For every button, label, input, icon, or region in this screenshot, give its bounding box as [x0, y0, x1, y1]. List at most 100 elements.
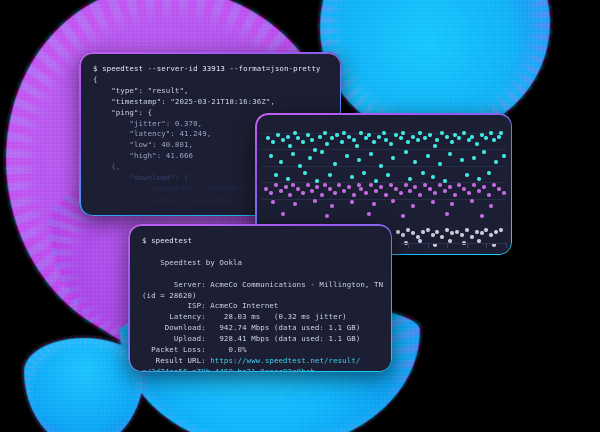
chart-point-upload — [457, 183, 462, 187]
chart-point-upload — [315, 184, 320, 189]
chart-point-download — [342, 130, 347, 135]
chart-point-download — [496, 134, 501, 139]
chart-point-download — [428, 132, 433, 137]
chart-point-upload — [322, 183, 327, 187]
chart-point-download — [484, 136, 489, 141]
chart-point-upload — [281, 212, 286, 217]
chart-point-download — [437, 161, 442, 166]
chart-point-download — [425, 153, 430, 158]
chart-point-download — [366, 132, 371, 137]
chart-point-upload — [469, 198, 474, 203]
result-terminal-card[interactable]: $ speedtest Speedtest by Ookla Server: A… — [128, 224, 392, 372]
chart-point-upload — [501, 190, 506, 195]
chart-point-download — [403, 150, 408, 155]
chart-point-download — [383, 138, 388, 143]
chart-point-download — [330, 136, 335, 141]
chart-point-download — [354, 144, 359, 149]
chart-point-upload — [432, 190, 437, 195]
result-terminal-line: Result URL: https://www.speedtest.net/re… — [142, 356, 392, 367]
chart-point-download — [322, 130, 327, 135]
json-terminal-line: { — [93, 74, 98, 84]
chart-point-latency — [450, 231, 455, 236]
chart-point-download — [361, 171, 366, 176]
chart-point-upload — [325, 214, 330, 219]
chart-point-download — [334, 132, 339, 137]
chart-point-upload — [391, 198, 396, 203]
chart-point-download — [371, 140, 376, 145]
chart-point-upload — [403, 183, 408, 187]
chart-point-latency — [499, 227, 504, 232]
chart-point-download — [445, 134, 450, 139]
chart-point-download — [464, 173, 469, 178]
chart-point-upload — [401, 214, 406, 219]
chart-point-download — [273, 173, 278, 178]
chart-point-latency — [410, 231, 415, 236]
chart-x-tick — [506, 243, 507, 248]
chart-point-upload — [496, 186, 501, 191]
chart-point-upload — [418, 192, 423, 197]
chart-point-upload — [447, 184, 452, 189]
chart-point-upload — [486, 192, 491, 197]
chart-point-download — [278, 159, 283, 164]
chart-point-download — [276, 132, 281, 137]
result-terminal-line: Upload: 928.41 Mbps (data used: 1.1 GB) — [142, 334, 361, 344]
result-terminal-line: Server: AcmeCo Communications - Millingt… — [142, 279, 384, 289]
chart-x-tick — [466, 243, 468, 248]
chart-point-download — [303, 171, 308, 176]
chart-point-upload — [364, 190, 369, 195]
chart-point-download — [290, 151, 295, 156]
chart-point-download — [288, 144, 293, 149]
chart-point-upload — [489, 204, 494, 209]
result-terminal-line — [142, 269, 392, 280]
result-terminal-text: $ speedtest Speedtest by Ookla Server: A… — [128, 224, 392, 372]
chart-point-upload — [445, 212, 450, 217]
chart-point-upload — [450, 202, 455, 207]
chart-point-download — [357, 157, 361, 162]
chart-point-upload — [337, 183, 342, 187]
chart-point-upload — [477, 188, 482, 193]
chart-point-upload — [359, 186, 364, 191]
chart-point-download — [391, 155, 396, 160]
blob-noise-texture — [24, 338, 144, 432]
chart-point-upload — [320, 192, 325, 197]
chart-point-upload — [383, 192, 388, 197]
chart-point-upload — [352, 192, 357, 197]
chart-point-download — [479, 132, 484, 137]
chart-point-download — [413, 159, 418, 164]
chart-point-download — [467, 138, 472, 143]
chart-point-latency — [489, 233, 494, 238]
chart-point-download — [432, 144, 437, 149]
chart-point-upload — [413, 184, 418, 189]
chart-point-latency — [459, 233, 464, 238]
chart-point-upload — [481, 184, 486, 189]
chart-point-download — [462, 130, 467, 135]
chart-point-upload — [290, 183, 295, 187]
json-terminal-line: $ speedtest --server-id 33913 --format=j… — [93, 64, 321, 73]
chart-point-download — [268, 153, 273, 158]
chart-point-download — [501, 153, 506, 158]
chart-gridline — [261, 182, 506, 184]
chart-point-download — [491, 138, 496, 143]
chart-point-download — [388, 142, 393, 147]
chart-point-download — [447, 151, 452, 156]
chart-point-upload — [268, 190, 273, 195]
chart-point-download — [457, 136, 462, 141]
chart-point-download — [410, 134, 415, 139]
chart-point-download — [281, 138, 286, 143]
chart-point-upload — [423, 183, 428, 187]
chart-point-upload — [293, 202, 298, 207]
chart-x-tick — [486, 243, 488, 248]
chart-point-upload — [379, 184, 384, 189]
chart-point-upload — [437, 183, 442, 187]
chart-point-latency — [420, 229, 425, 234]
chart-point-download — [317, 134, 322, 139]
chart-point-latency — [484, 227, 489, 232]
result-url-link[interactable]: https://www.speedtest.net/result/ — [210, 355, 361, 365]
chart-point-download — [312, 148, 317, 153]
result-terminal-line: Download: 942.74 Mbps (data used: 1.1 GB… — [142, 323, 361, 333]
chart-point-upload — [263, 186, 268, 191]
chart-point-download — [325, 142, 330, 147]
chart-point-download — [472, 155, 477, 160]
chart-point-upload — [442, 188, 447, 193]
